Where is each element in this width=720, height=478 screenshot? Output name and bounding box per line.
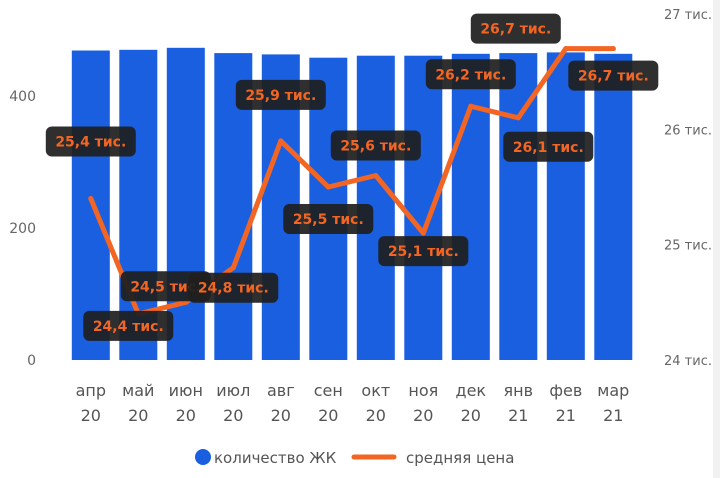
line-point (88, 196, 94, 201)
bar (404, 55, 443, 360)
y-left-tick-label: 0 (27, 353, 36, 369)
x-tick-label-month: июн (169, 381, 203, 400)
data-label: 25,1 тис. (378, 236, 469, 267)
data-label: 26,7 тис. (470, 13, 561, 44)
x-tick-label-month: сен (314, 381, 343, 400)
y-right-tick-label: 25 тис. (664, 239, 712, 254)
data-label-text: 25,9 тис. (245, 88, 316, 104)
x-tick-label-year: 20 (176, 406, 196, 425)
x-tick-label-year: 20 (461, 406, 481, 425)
line-point (230, 265, 236, 271)
line-path (88, 46, 616, 317)
line-point (420, 230, 426, 236)
line-point (373, 173, 379, 178)
data-label: 25,6 тис. (330, 130, 421, 161)
y-right-tick-label: 24 тис. (664, 354, 712, 369)
bar (166, 47, 205, 361)
data-label: 26,7 тис. (568, 60, 659, 91)
x-tick-label-month: мар (597, 381, 629, 400)
data-label-box (425, 59, 516, 90)
x-tick-label-month: дек (456, 381, 487, 400)
data-label-text: 25,5 тис. (293, 212, 364, 228)
x-tick-label-year: 20 (271, 406, 291, 425)
bar (499, 53, 538, 360)
line-point (468, 103, 474, 109)
legend-item-line[interactable]: средняя цена (351, 449, 514, 467)
bar (546, 52, 585, 361)
x-tick-label-month: фев (549, 381, 582, 400)
left-axis: 0 200 400 (9, 89, 36, 369)
line-point (278, 138, 284, 144)
line-point (325, 184, 331, 190)
x-tick-label-month: май (122, 381, 154, 400)
bar (71, 50, 110, 360)
right-frame-edge (713, 0, 720, 478)
x-tick-label-year: 20 (413, 406, 433, 425)
data-label-text: 24,4 тис. (93, 319, 164, 335)
data-label-text: 26,7 тис. (480, 22, 551, 38)
legend-marker-bars (195, 449, 211, 465)
data-label: 24,4 тис. (83, 310, 174, 341)
data-label: 26,1 тис. (503, 131, 594, 162)
x-tick-label-year: 20 (366, 406, 386, 425)
data-label: 25,9 тис. (235, 79, 326, 110)
legend-label-line: средняя цена (406, 449, 514, 467)
data-label-box (470, 13, 561, 44)
line-point (610, 46, 616, 52)
data-label-box (45, 126, 136, 157)
data-label: 24,8 тис. (188, 272, 279, 303)
data-label: 25,4 тис. (45, 126, 136, 157)
x-tick-label-year: 21 (603, 406, 623, 425)
data-label-text: 24,5 тис. (130, 279, 201, 295)
data-label-box (83, 310, 174, 341)
data-label-text: 25,4 тис. (55, 135, 126, 151)
x-tick-label-year: 20 (81, 406, 101, 425)
data-label-text: 26,7 тис. (578, 69, 649, 85)
y-right-tick-label: 27 тис. (664, 8, 712, 23)
data-label-box (378, 236, 469, 267)
bar (594, 53, 633, 361)
data-label-box (283, 204, 374, 234)
x-tick-label-year: 20 (223, 406, 243, 425)
data-label-box (568, 60, 659, 91)
data-label-box (330, 130, 421, 161)
data-label-text: 25,6 тис. (340, 139, 411, 155)
x-tick-label-month: июл (216, 381, 250, 400)
x-tick-label-year: 20 (318, 406, 338, 425)
x-tick-label-month: янв (504, 381, 534, 400)
right-axis: 24 тис. 25 тис. 26 тис. 27 тис. (664, 8, 712, 369)
data-labels: 25,4 тис. 24,4 тис. 24,5 тис.24,8 тис. 25,9… (45, 13, 659, 341)
x-tick-label-year: 21 (556, 406, 576, 425)
data-label-text: 24,8 тис. (198, 281, 269, 297)
data-label-box (235, 79, 326, 110)
x-tick-label-month: апр (76, 381, 106, 400)
data-label-box (188, 272, 279, 303)
x-tick-label-month: окт (361, 381, 390, 400)
bar (451, 53, 490, 361)
x-tick-label-month: ноя (408, 381, 438, 400)
data-label-box (503, 131, 594, 162)
line-point (563, 46, 569, 52)
y-left-tick-label: 400 (9, 89, 36, 105)
x-tick-label-year: 21 (508, 406, 528, 425)
x-axis: апр 20 май 20 июн 20 июл 20 авг 20 сен 20 окт 20 ноя 20… (76, 381, 630, 425)
legend-item-bars[interactable]: количество ЖК (195, 449, 337, 467)
data-label: 26,2 тис. (425, 59, 516, 90)
x-tick-label-year: 20 (128, 406, 148, 425)
data-label-text: 26,1 тис. (513, 140, 584, 156)
y-right-tick-label: 26 тис. (664, 123, 712, 138)
x-tick-label-month: авг (267, 381, 295, 400)
data-label-text: 25,1 тис. (388, 244, 459, 260)
legend-label-bars: количество ЖК (214, 449, 337, 467)
data-label: 25,5 тис. (283, 204, 374, 234)
legend: количество ЖК средняя цена (195, 449, 514, 467)
line-point (515, 115, 521, 121)
y-left-tick-label: 200 (9, 221, 36, 237)
data-label-text: 26,2 тис. (435, 67, 506, 83)
